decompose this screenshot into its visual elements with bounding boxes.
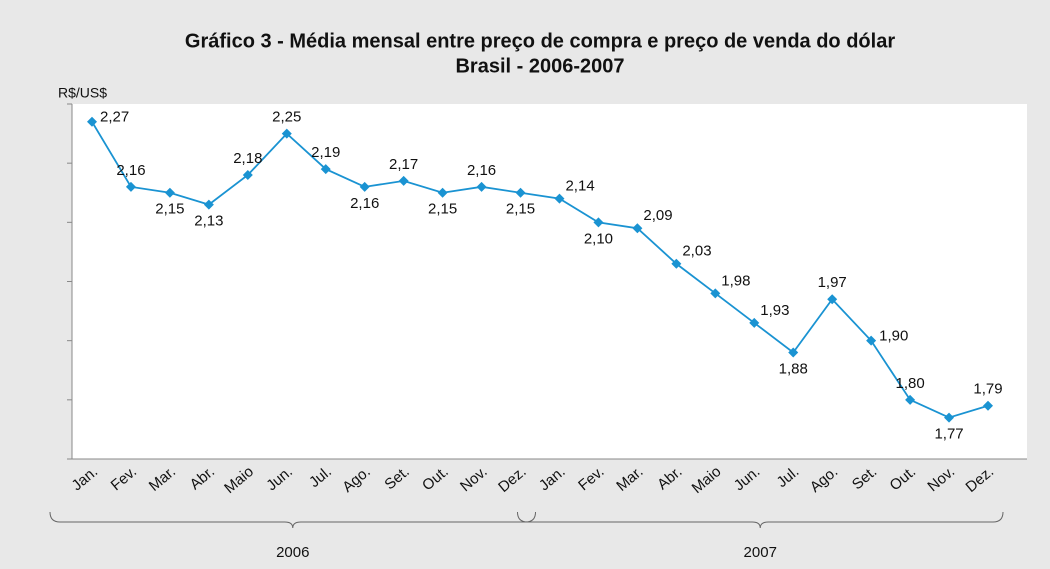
group-brace <box>49 511 537 529</box>
data-label: 1,80 <box>895 375 924 392</box>
marker <box>788 347 799 358</box>
data-label: 2,14 <box>565 178 594 195</box>
data-label: 1,97 <box>818 274 847 291</box>
data-label: 2,16 <box>467 162 496 179</box>
data-label: 2,19 <box>311 144 340 161</box>
data-label: 2,27 <box>100 109 129 126</box>
data-label: 2,16 <box>116 162 145 179</box>
marker <box>554 193 565 204</box>
data-label: 1,90 <box>879 328 908 345</box>
chart-subtitle: Brasil - 2006-2007 <box>455 55 624 77</box>
data-label: 1,77 <box>934 426 963 443</box>
data-label: 2,10 <box>584 230 613 247</box>
marker <box>593 217 604 228</box>
marker <box>87 116 97 127</box>
group-brace <box>516 511 1004 529</box>
data-label: 2,09 <box>643 207 672 224</box>
data-label: 1,98 <box>721 272 750 289</box>
marker <box>242 170 253 180</box>
data-label: 2,25 <box>272 109 301 126</box>
marker <box>281 128 292 139</box>
plot-area <box>72 104 1027 459</box>
data-label: 2,15 <box>506 201 535 218</box>
marker <box>632 223 643 234</box>
marker <box>125 181 136 192</box>
marker <box>203 199 214 210</box>
data-label: 1,79 <box>973 381 1002 398</box>
marker <box>866 335 877 346</box>
marker <box>320 164 331 175</box>
chart-title: Gráfico 3 - Média mensal entre preço de … <box>185 30 895 52</box>
marker <box>359 181 370 192</box>
marker <box>515 187 526 198</box>
data-label: 2,13 <box>194 213 223 230</box>
data-label: 2,15 <box>155 201 184 218</box>
marker <box>671 258 682 269</box>
marker <box>905 394 916 405</box>
marker <box>164 187 175 198</box>
marker <box>437 187 448 198</box>
data-label: 2,15 <box>428 201 457 218</box>
marker <box>476 181 487 192</box>
data-label: 2,17 <box>389 156 418 173</box>
marker <box>983 400 993 411</box>
data-label: 1,93 <box>760 302 789 319</box>
data-label: 2,03 <box>682 243 711 260</box>
marker <box>944 412 955 423</box>
group-label: 2007 <box>744 544 777 561</box>
marker <box>398 175 409 186</box>
marker <box>749 317 760 328</box>
group-label: 2006 <box>276 544 309 561</box>
data-label: 2,16 <box>350 195 379 212</box>
data-label: 1,88 <box>779 360 808 377</box>
line <box>91 121 989 419</box>
y-axis-label: R$/US$ <box>58 85 107 101</box>
data-label: 2,18 <box>233 150 262 167</box>
marker <box>710 288 721 299</box>
marker <box>827 294 838 305</box>
